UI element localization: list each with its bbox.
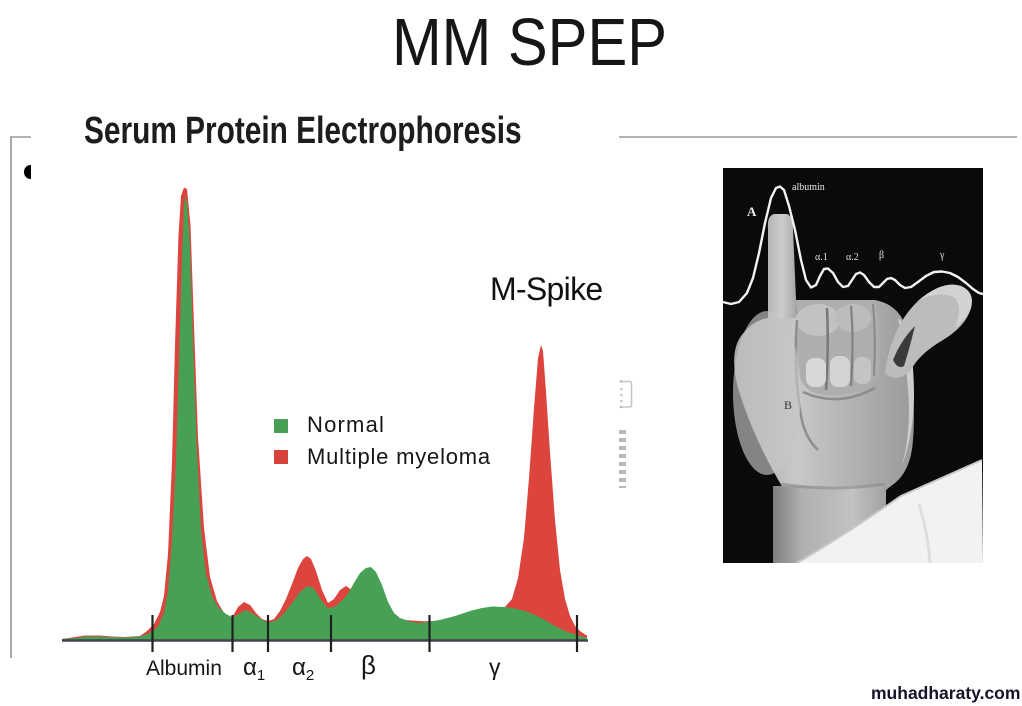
svg-text:β: β <box>879 250 884 261</box>
svg-text:γ: γ <box>939 250 945 261</box>
svg-text:B: B <box>784 398 792 412</box>
svg-text:α.2: α.2 <box>846 252 859 263</box>
svg-text:A: A <box>747 204 757 219</box>
svg-text:α.1: α.1 <box>815 252 828 263</box>
svg-text:albumin: albumin <box>792 182 825 193</box>
